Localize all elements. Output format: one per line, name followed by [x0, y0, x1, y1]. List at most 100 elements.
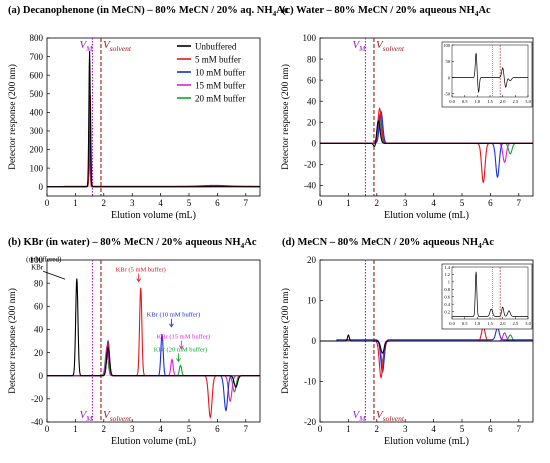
- y-tick-label: 0: [312, 336, 317, 346]
- inset-y-tick-label: 0.6: [444, 295, 450, 300]
- y-tick-label: 400: [30, 108, 44, 118]
- y-tick-label: 300: [30, 126, 44, 136]
- vm-label-main: V: [352, 39, 360, 51]
- y-tick-label: 20: [307, 117, 317, 127]
- series-line-unbuffered: [47, 278, 260, 388]
- x-tick-label: 7: [517, 198, 522, 208]
- vsolvent-label: Vsolvent: [376, 39, 405, 53]
- inset-box: [441, 41, 533, 108]
- x-tick-label: 4: [158, 198, 163, 208]
- x-tick-label: 2: [375, 198, 380, 208]
- y-axis-label: Detector response (200 nm): [280, 64, 291, 170]
- annotation-label: (unbuffered) KBr: [26, 255, 62, 271]
- y-tick-label: 500: [30, 89, 44, 99]
- panel-title-main: (a) Decanophenone (in MeCN) – 80% MeCN /…: [8, 5, 273, 16]
- x-tick-label: 5: [187, 198, 192, 208]
- series-line-unbuffered: [320, 333, 533, 354]
- panel-title-suffix: Ac: [482, 237, 495, 248]
- y-tick-label: 0: [312, 139, 317, 149]
- panel-title-main: (d) MeCN – 80% MeCN / 20% aqueous NH: [282, 237, 478, 248]
- annotation-arrowhead: [176, 358, 181, 363]
- x-tick-label: 3: [130, 424, 135, 434]
- x-tick-label: 5: [187, 424, 192, 434]
- inset-y-tick-label: -50: [444, 92, 451, 97]
- y-tick-label: 10: [307, 296, 317, 306]
- panel-title-main: (c) Water – 80% MeCN / 20% aqueous NH: [282, 5, 475, 16]
- y-tick-label: -20: [31, 394, 43, 404]
- x-axis-label: Elution volume (mL): [111, 436, 196, 447]
- y-tick-label: 600: [30, 70, 44, 80]
- inset-y-tick-label: 1.2: [444, 272, 450, 277]
- y-tick-label: 800: [30, 33, 44, 43]
- x-tick-label: 6: [488, 198, 493, 208]
- inset-x-tick-label: 2.0: [500, 321, 506, 326]
- x-tick-label: 4: [431, 424, 436, 434]
- plot-frame: [46, 259, 261, 423]
- x-axis-label: Elution volume (mL): [111, 210, 196, 221]
- vsolvent-label: Vsolvent: [103, 39, 132, 53]
- vsolvent-label-sub: solvent: [110, 44, 132, 53]
- y-tick-label: 700: [30, 52, 44, 62]
- x-tick-label: 2: [102, 424, 107, 434]
- vm-label-sub: M: [358, 44, 366, 53]
- plot-frame: [319, 37, 534, 197]
- panel-d: (d) MeCN – 80% MeCN / 20% aqueous NH 4 Ac -…: [280, 237, 534, 447]
- vsolvent-label-main: V: [376, 409, 384, 421]
- inset-y-tick-label: 1: [448, 280, 450, 285]
- y-axis-label: Detector response (200 nm): [7, 64, 18, 170]
- inset-trace: [452, 271, 528, 317]
- x-tick-label: 0: [45, 198, 50, 208]
- y-tick-label: -40: [31, 417, 43, 427]
- vsolvent-label: Vsolvent: [103, 409, 132, 423]
- inset-y-tick-label: 50: [446, 59, 451, 64]
- panel-c: (c) Water – 80% MeCN / 20% aqueous NH4Ac…: [280, 5, 534, 221]
- x-tick-label: 2: [102, 198, 107, 208]
- y-axis-label: Detector response (200 nm): [7, 288, 18, 394]
- series-line-unbuffered: [47, 50, 260, 188]
- y-tick-label: 60: [34, 301, 44, 311]
- inset-y-tick-label: 0: [448, 75, 451, 80]
- y-tick-label: 100: [30, 163, 44, 173]
- vsolvent-label-main: V: [103, 39, 111, 51]
- x-tick-label: 0: [318, 198, 323, 208]
- vsolvent-label: Vsolvent: [376, 409, 405, 423]
- vm-label: VM: [79, 39, 93, 53]
- y-tick-label: 0: [39, 371, 44, 381]
- series-line-b5: [47, 95, 260, 188]
- y-tick-label: -20: [304, 417, 316, 427]
- vsolvent-label-sub: solvent: [110, 414, 132, 423]
- legend-label: 20 mM buffer: [195, 94, 245, 104]
- vm-label-sub: M: [85, 44, 93, 53]
- annotation-label: KBr (20 mM buffer): [154, 346, 208, 353]
- vm-label: VM: [79, 409, 93, 423]
- inset-x-tick-label: 3.0: [525, 321, 531, 326]
- y-tick-label: 80: [34, 278, 44, 288]
- panel-title-subscript: 4: [241, 241, 245, 250]
- legend-label: 5 mM buffer: [195, 55, 241, 65]
- annotation-arrowhead: [178, 345, 184, 350]
- inset-y-tick-label: 0.4: [444, 302, 450, 307]
- x-tick-label: 6: [215, 424, 220, 434]
- series-line-b20: [47, 153, 260, 188]
- panel-title: (a) Decanophenone (in MeCN) – 80% MeCN /…: [8, 5, 289, 18]
- x-tick-label: 1: [346, 198, 351, 208]
- plot-frame: [46, 37, 261, 197]
- y-tick-label: 80: [307, 54, 317, 64]
- y-axis-label: Detector response (200 nm): [280, 288, 291, 394]
- inset-x-tick-label: 0.0: [449, 321, 455, 326]
- inset-x-tick-label: 1.5: [487, 99, 493, 104]
- inset-trace: [452, 53, 528, 94]
- inset-x-tick-label: 0.5: [462, 321, 468, 326]
- x-tick-label: 0: [318, 424, 323, 434]
- x-tick-label: 1: [346, 424, 351, 434]
- x-tick-label: 6: [215, 198, 220, 208]
- panel-title-suffix: Ac: [244, 237, 257, 248]
- y-tick-label: 20: [307, 255, 317, 265]
- inset-x-tick-label: 3.0: [525, 99, 531, 104]
- y-tick-label: -20: [304, 160, 316, 170]
- inset-box: [441, 263, 533, 330]
- y-tick-label: -40: [304, 181, 316, 191]
- legend-label: 15 mM buffer: [195, 81, 245, 91]
- panel-title: (c) Water – 80% MeCN / 20% aqueous NH4Ac: [282, 5, 491, 18]
- vsolvent-label-sub: solvent: [383, 414, 405, 423]
